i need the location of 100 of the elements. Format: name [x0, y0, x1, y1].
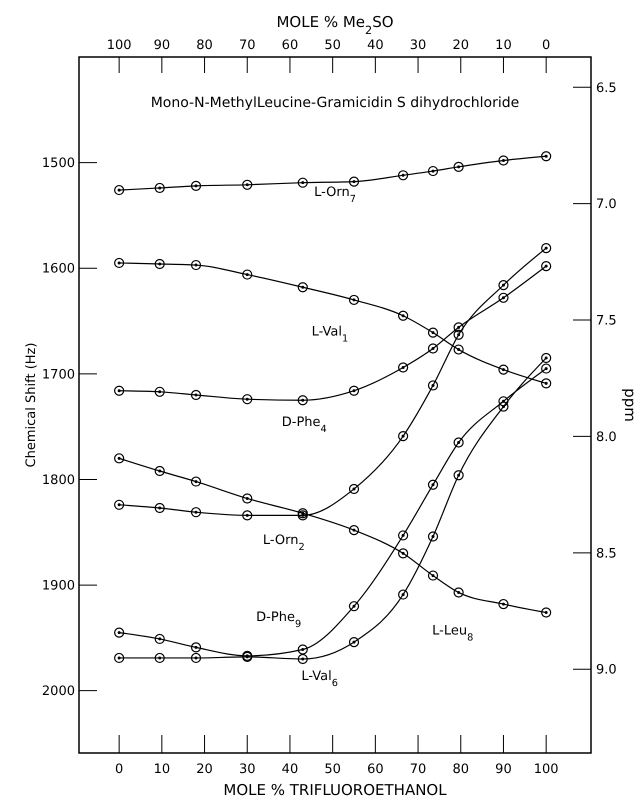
- x2-tick-label: 60: [282, 38, 298, 53]
- point: [242, 510, 252, 520]
- point: [114, 453, 124, 464]
- x-axis-title: MOLE % TRIFLUOROETHANOL: [223, 781, 448, 799]
- series-label: D-Phe$_{9}$: [256, 610, 302, 630]
- x-tick-label: 10: [154, 762, 170, 777]
- point: [428, 480, 438, 490]
- series-label: L-Orn$_{7}$: [314, 185, 356, 205]
- x2-tick-label: 40: [367, 38, 384, 53]
- point: [190, 642, 202, 652]
- point: [348, 525, 360, 536]
- x-tick-label: 100: [534, 762, 559, 777]
- y-tick-label: 1600: [42, 262, 75, 277]
- y2-tick-label: 7.0: [596, 197, 617, 212]
- series-label: L-Val$_{1}$: [312, 324, 348, 344]
- point: [190, 476, 202, 487]
- y-tick-label: 1700: [42, 367, 75, 382]
- point: [154, 386, 165, 397]
- series-label: D-Phe$_{4}$: [282, 414, 327, 434]
- point: [298, 178, 308, 188]
- x-tick-label: 20: [196, 762, 213, 777]
- point: [154, 634, 165, 644]
- point: [114, 628, 124, 638]
- point: [398, 431, 408, 442]
- point: [114, 652, 124, 664]
- point: [190, 260, 202, 270]
- y-axis-title: Chemical Shift (Hz): [24, 342, 39, 468]
- point: [398, 530, 408, 541]
- point: [298, 282, 308, 292]
- point: [154, 258, 165, 270]
- point: [348, 294, 360, 306]
- point: [398, 589, 408, 600]
- point: [242, 493, 252, 504]
- point: [428, 570, 438, 581]
- point: [541, 243, 552, 254]
- point: [190, 507, 202, 518]
- y2-tick-label: 6.5: [596, 80, 617, 96]
- point: [498, 280, 509, 290]
- y2-tick-label: 9.0: [596, 662, 617, 678]
- point: [298, 654, 308, 664]
- point: [398, 170, 408, 180]
- point: [498, 155, 509, 166]
- point: [541, 352, 552, 364]
- point: [428, 166, 438, 176]
- point: [190, 390, 202, 400]
- x2-tick-label: 10: [495, 38, 512, 53]
- y2-axis-title: ppm: [621, 388, 639, 422]
- x2-axis-title: MOLE % Me$_{2}$SO: [276, 13, 394, 36]
- point: [114, 386, 124, 396]
- point: [454, 587, 464, 598]
- point: [398, 310, 408, 321]
- point: [154, 466, 165, 476]
- x-tick-label: 80: [452, 762, 470, 777]
- point: [298, 395, 308, 406]
- point: [348, 637, 360, 648]
- point: [190, 180, 202, 191]
- y-tick-label: 1500: [42, 156, 75, 172]
- point: [454, 322, 464, 332]
- point: [498, 292, 509, 303]
- x-tick-label: 30: [238, 762, 256, 777]
- x2-tick-label: 20: [452, 38, 470, 53]
- x2-tick-label: 50: [324, 38, 341, 53]
- x2-tick-label: 90: [154, 38, 170, 53]
- x-tick-label: 0: [115, 762, 124, 777]
- point: [454, 330, 464, 340]
- point: [454, 470, 464, 480]
- point: [541, 607, 552, 618]
- point: [541, 378, 552, 388]
- x2-tick-label: 80: [196, 38, 213, 53]
- point: [541, 363, 552, 374]
- point: [498, 598, 509, 610]
- x-tick-label: 40: [282, 762, 298, 777]
- point: [428, 380, 438, 391]
- point: [428, 343, 438, 354]
- x-tick-label: 60: [367, 762, 384, 777]
- x-tick-label: 90: [495, 762, 512, 777]
- point: [398, 362, 408, 373]
- point: [348, 484, 360, 494]
- point: [154, 652, 165, 664]
- point: [348, 601, 360, 612]
- point: [114, 258, 124, 268]
- point: [154, 182, 165, 194]
- point: [242, 394, 252, 404]
- y-tick-label: 1800: [42, 472, 75, 488]
- point: [428, 531, 438, 542]
- point: [428, 328, 438, 338]
- point: [454, 437, 464, 448]
- y2-tick-label: 7.5: [596, 314, 617, 329]
- point: [114, 500, 124, 510]
- y2-tick-label: 8.0: [596, 430, 617, 445]
- x2-tick-label: 70: [238, 38, 256, 53]
- point: [454, 162, 464, 172]
- point: [242, 269, 252, 280]
- y2-tick-label: 8.5: [596, 546, 617, 562]
- y-tick-label: 2000: [42, 684, 75, 700]
- x-tick-label: 50: [324, 762, 341, 777]
- point: [541, 261, 552, 272]
- x2-tick-label: 0: [542, 38, 550, 53]
- point: [348, 176, 360, 187]
- point: [541, 151, 552, 162]
